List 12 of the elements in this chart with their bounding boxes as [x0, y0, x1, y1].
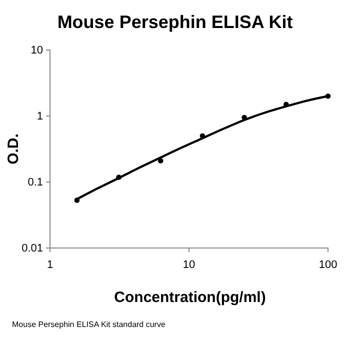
y-tick-label: 10: [30, 44, 43, 57]
chart-title: Mouse Persephin ELISA Kit: [57, 12, 293, 32]
y-axis-title: O.D.: [5, 134, 22, 164]
x-tick-label: 1: [46, 259, 54, 272]
y-tick-label: 1: [36, 110, 43, 123]
y-tick-label: 0.1: [28, 176, 43, 189]
x-tick-label: 100: [318, 259, 338, 272]
text: Mouse Persephin ELISA Kit standard curve: [12, 320, 166, 329]
point: [158, 158, 164, 164]
x-tick-label: 10: [182, 259, 196, 272]
x-axis-title: Concentration(pg/ml): [114, 289, 266, 306]
y-tick-label: 0.01: [22, 242, 43, 255]
